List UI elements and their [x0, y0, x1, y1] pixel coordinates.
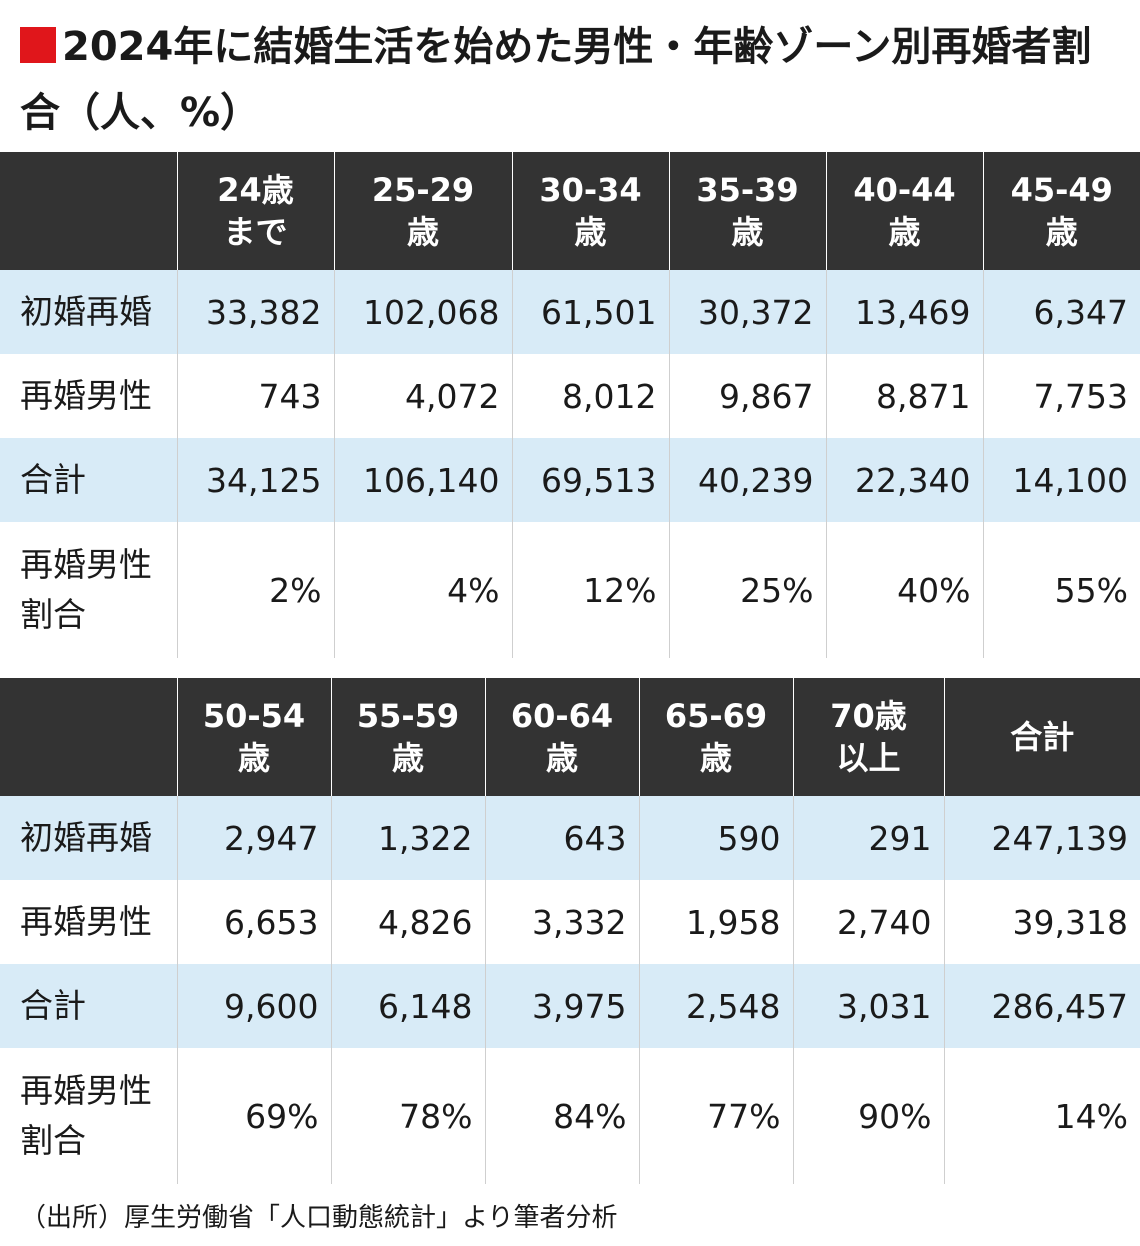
header-corner: [0, 678, 177, 796]
table-cell: 13,469: [825, 270, 983, 354]
table-cell: 1,958: [638, 880, 793, 964]
column-header: 60-64 歳: [484, 678, 639, 796]
table-cell: 8,012: [511, 354, 669, 438]
table-cell: 33,382: [176, 270, 334, 354]
column-header: 45-49 歳: [982, 152, 1140, 270]
table-cell: 61,501: [511, 270, 669, 354]
table-cell: 6,653: [176, 880, 331, 964]
table-cell: 9,867: [668, 354, 826, 438]
table-header-row: 24歳 まで 25-29 歳 30-34 歳 35-39 歳 40-44 歳 45-49 歳: [0, 152, 1140, 270]
table-cell: 291: [792, 796, 944, 880]
column-header: 25-29 歳: [333, 152, 512, 270]
table-row: 合計 9,600 6,148 3,975 2,548 3,031 286,457: [0, 964, 1140, 1048]
table-cell: 90%: [792, 1048, 944, 1184]
row-label: 合計: [20, 460, 86, 499]
table-row: 再婚男性 6,653 4,826 3,332 1,958 2,740 39,31…: [0, 880, 1140, 964]
table-cell: 77%: [638, 1048, 793, 1184]
table-cell: 78%: [330, 1048, 485, 1184]
chart-title-text: 2024年に結婚生活を始めた男性・年齢ゾーン別再婚者割合（人、%）: [20, 24, 1092, 136]
table-cell: 4,072: [333, 354, 512, 438]
table-cell: 40%: [825, 522, 983, 658]
table-header-row: 50-54 歳 55-59 歳 60-64 歳 65-69 歳 70歳 以上 合計: [0, 678, 1140, 796]
table-cell: 3,332: [484, 880, 639, 964]
red-square-marker: [20, 27, 56, 63]
data-table-2: 50-54 歳 55-59 歳 60-64 歳 65-69 歳 70歳 以上 合計 初婚再…: [0, 678, 1140, 1184]
table-cell: 102,068: [333, 270, 512, 354]
table-cell: 30,372: [668, 270, 826, 354]
table-cell: 2,548: [638, 964, 793, 1048]
table-cell: 39,318: [943, 880, 1140, 964]
table-cell: 14%: [943, 1048, 1140, 1184]
table-cell: 590: [638, 796, 793, 880]
row-label: 再婚男性 割合: [20, 1071, 152, 1160]
table-cell: 14,100: [982, 438, 1140, 522]
table-cell: 643: [484, 796, 639, 880]
row-label: 再婚男性: [20, 376, 152, 415]
source-note: （出所）厚生労働省「人口動態統計」より筆者分析: [20, 1203, 618, 1233]
table-cell: 8,871: [825, 354, 983, 438]
table-cell: 12%: [511, 522, 669, 658]
column-header: 30-34 歳: [511, 152, 669, 270]
table-cell: 4,826: [330, 880, 485, 964]
table-cell: 3,975: [484, 964, 639, 1048]
table-cell: 69%: [176, 1048, 331, 1184]
table-cell: 2%: [176, 522, 334, 658]
column-header-total: 合計: [943, 678, 1140, 796]
table-cell: 286,457: [943, 964, 1140, 1048]
table-row: 再婚男性 割合 69% 78% 84% 77% 90% 14%: [0, 1048, 1140, 1184]
column-header: 55-59 歳: [330, 678, 485, 796]
row-label: 再婚男性 割合: [20, 545, 152, 634]
table-cell: 25%: [668, 522, 826, 658]
header-corner: [0, 152, 177, 270]
chart-title: 2024年に結婚生活を始めた男性・年齢ゾーン別再婚者割合（人、%）: [20, 14, 1120, 146]
table-cell: 6,347: [982, 270, 1140, 354]
table-cell: 69,513: [511, 438, 669, 522]
table-cell: 34,125: [176, 438, 334, 522]
table-row: 再婚男性 割合 2% 4% 12% 25% 40% 55%: [0, 522, 1140, 658]
table-cell: 22,340: [825, 438, 983, 522]
table-cell: 106,140: [333, 438, 512, 522]
table-cell: 84%: [484, 1048, 639, 1184]
table-cell: 40,239: [668, 438, 826, 522]
column-header: 70歳 以上: [792, 678, 944, 796]
column-header: 50-54 歳: [176, 678, 331, 796]
table-row: 初婚再婚 2,947 1,322 643 590 291 247,139: [0, 796, 1140, 880]
table-cell: 7,753: [982, 354, 1140, 438]
table-row: 再婚男性 743 4,072 8,012 9,867 8,871 7,753: [0, 354, 1140, 438]
data-table-1: 24歳 まで 25-29 歳 30-34 歳 35-39 歳 40-44 歳 45-49 歳…: [0, 152, 1140, 658]
table-cell: 247,139: [943, 796, 1140, 880]
table-row: 初婚再婚 33,382 102,068 61,501 30,372 13,469…: [0, 270, 1140, 354]
table-cell: 4%: [333, 522, 512, 658]
row-label: 合計: [20, 986, 86, 1025]
table-row: 合計 34,125 106,140 69,513 40,239 22,340 1…: [0, 438, 1140, 522]
column-header: 40-44 歳: [825, 152, 983, 270]
table-cell: 6,148: [330, 964, 485, 1048]
table-cell: 55%: [982, 522, 1140, 658]
table-cell: 3,031: [792, 964, 944, 1048]
table-cell: 2,740: [792, 880, 944, 964]
column-header: 65-69 歳: [638, 678, 793, 796]
table-cell: 743: [176, 354, 334, 438]
table-cell: 9,600: [176, 964, 331, 1048]
table-cell: 2,947: [176, 796, 331, 880]
row-label: 初婚再婚: [20, 292, 152, 331]
row-label: 初婚再婚: [20, 818, 152, 857]
column-header: 24歳 まで: [176, 152, 334, 270]
row-label: 再婚男性: [20, 902, 152, 941]
column-header: 35-39 歳: [668, 152, 826, 270]
table-cell: 1,322: [330, 796, 485, 880]
